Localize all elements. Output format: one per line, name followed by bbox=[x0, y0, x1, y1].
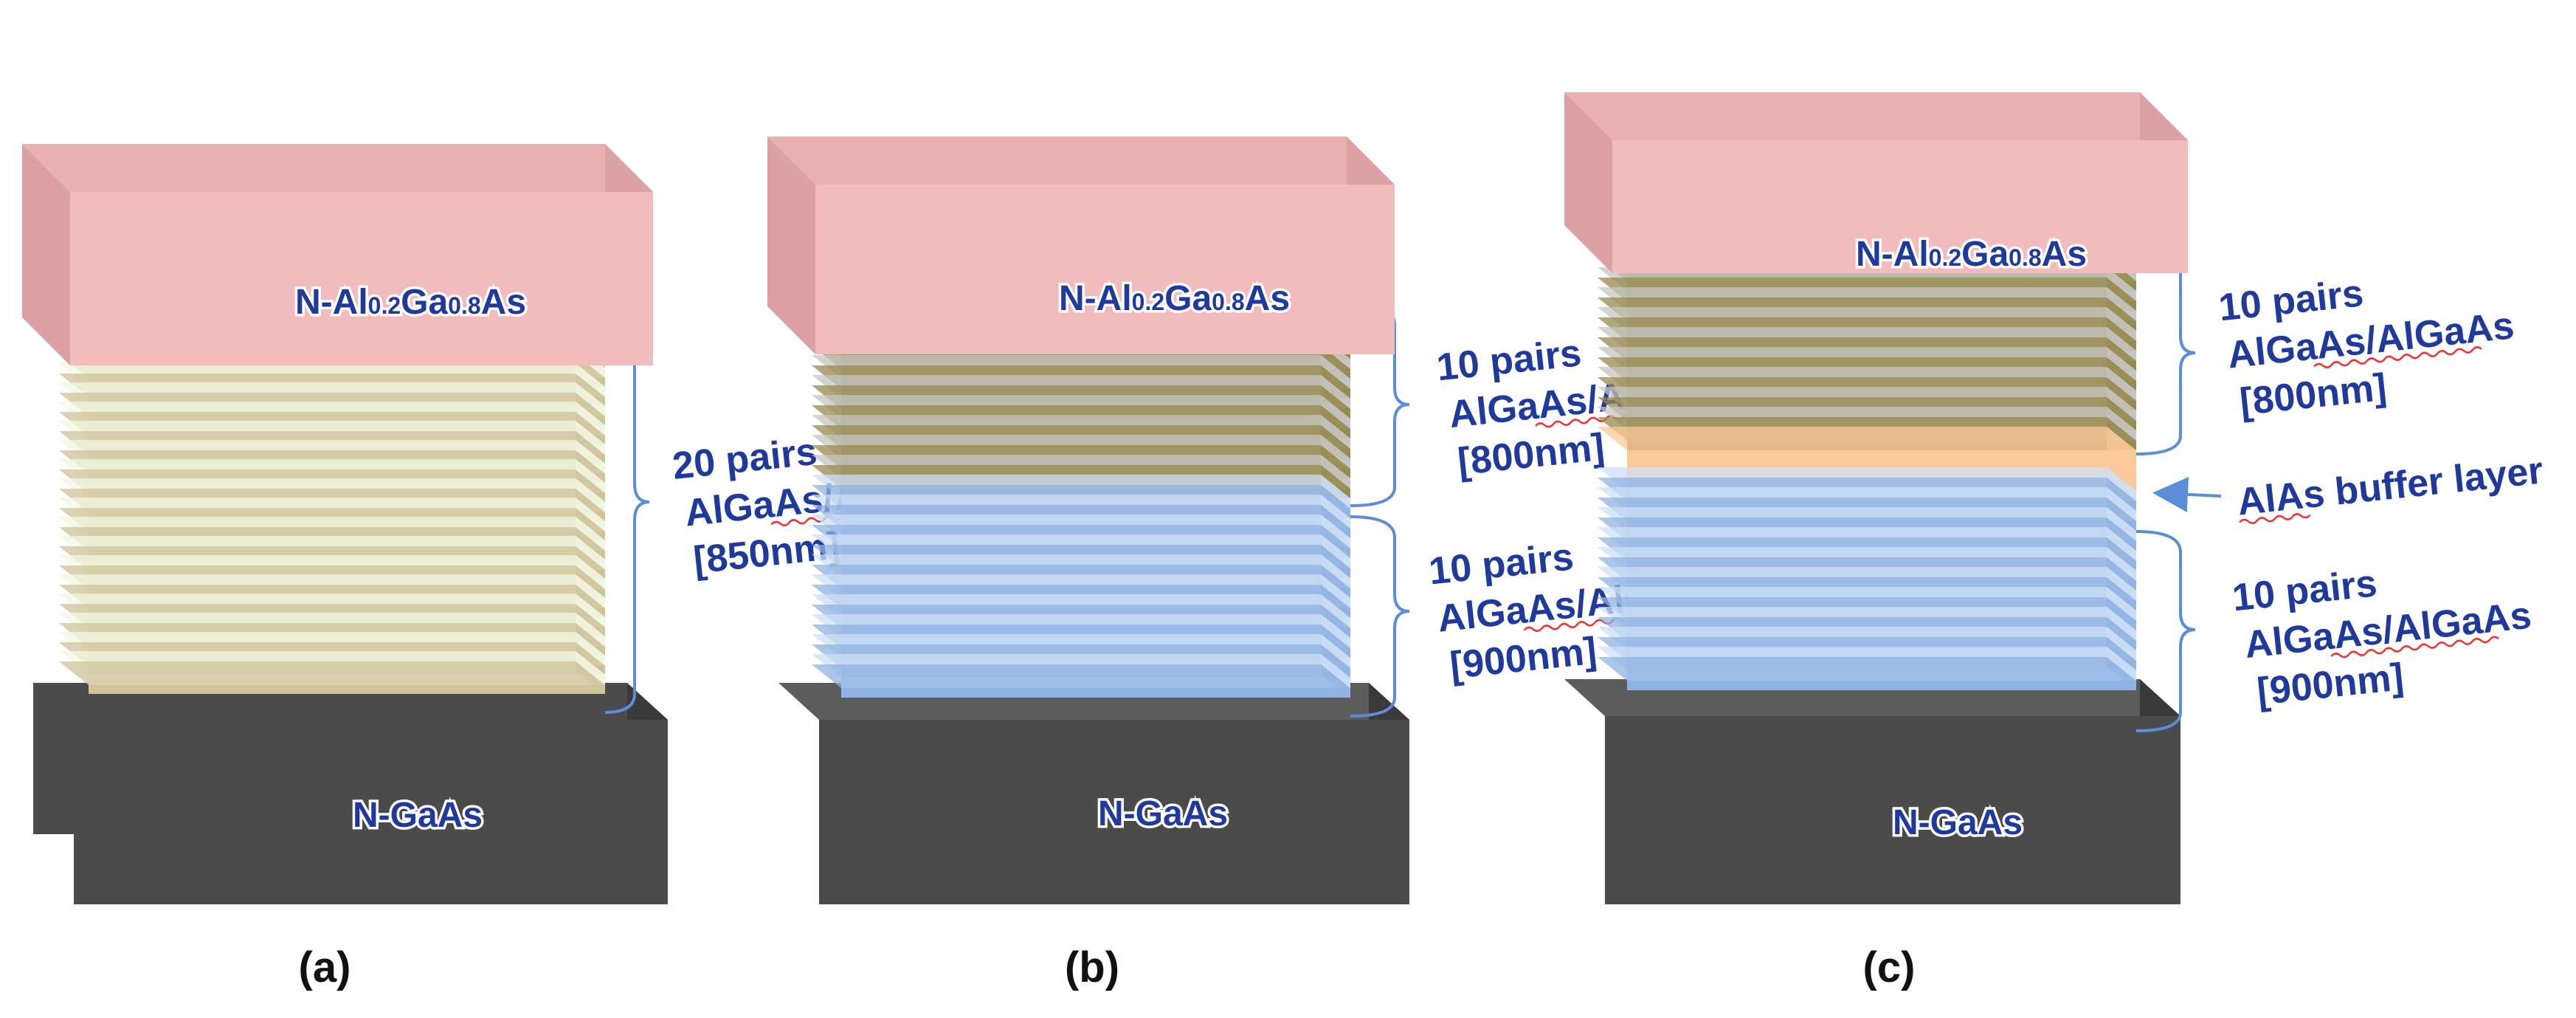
cap-block bbox=[767, 137, 1395, 354]
panel-c: 10 pairs AlGaAs/AlGaAs [800nm] AlAs buff… bbox=[1564, 92, 2548, 991]
substrate-label: N-GaAs bbox=[1893, 803, 2023, 842]
caption: (a) bbox=[299, 943, 351, 991]
cap-block bbox=[22, 144, 653, 365]
substrate-label: N-GaAs bbox=[1098, 794, 1228, 833]
annotation-line-1: 10 pairs bbox=[2217, 272, 2366, 329]
substrate-block bbox=[778, 683, 1409, 904]
cap-label: N-Al0.2Ga0.8As bbox=[1059, 279, 1290, 318]
caption: (b) bbox=[1065, 943, 1119, 991]
panel-b: 10 pairs AlGaAs/AlGaAs [800nm] 10 pairs … bbox=[767, 137, 1740, 991]
substrate-block bbox=[1564, 679, 2180, 904]
bracket-lower bbox=[2135, 530, 2196, 732]
annotation-line-3: [800nm] bbox=[1456, 426, 1606, 484]
bracket bbox=[604, 323, 650, 714]
bracket-upper bbox=[2135, 250, 2196, 455]
substrate-label: N-GaAs bbox=[353, 796, 483, 835]
arrow-pointer bbox=[2152, 476, 2222, 512]
cap-block bbox=[1564, 92, 2188, 273]
cap-label: N-Al0.2Ga0.8As bbox=[1856, 235, 2087, 274]
annotation-line-1: 10 pairs bbox=[1434, 331, 1584, 389]
annotation-line-1: 10 pairs bbox=[1427, 535, 1576, 593]
layer bbox=[812, 664, 1350, 698]
substrate-block bbox=[33, 683, 668, 904]
annotation-line-1: 10 pairs bbox=[2230, 562, 2379, 619]
layer bbox=[1598, 657, 2136, 690]
caption: (c) bbox=[1863, 943, 1916, 991]
layer bbox=[59, 661, 605, 694]
cap-label: N-Al0.2Ga0.8As bbox=[295, 283, 526, 322]
annotation-line-3: [800nm] bbox=[2238, 366, 2389, 424]
panel-a: 20 pairs AlGaAs/AlGaAs [850nm] (a) N-Al0… bbox=[22, 144, 976, 991]
annotation-line-1: 20 pairs bbox=[671, 430, 820, 488]
annotation-line-3: [900nm] bbox=[2255, 656, 2406, 714]
annotation-line-3: [900nm] bbox=[1448, 630, 1598, 688]
bracket-lower bbox=[1350, 515, 1410, 718]
annotation-buffer: AlAs buffer layer bbox=[2235, 449, 2545, 523]
mirror-layers-with-buffer bbox=[1598, 227, 2136, 690]
annotation-line-3: [850nm] bbox=[691, 524, 842, 582]
